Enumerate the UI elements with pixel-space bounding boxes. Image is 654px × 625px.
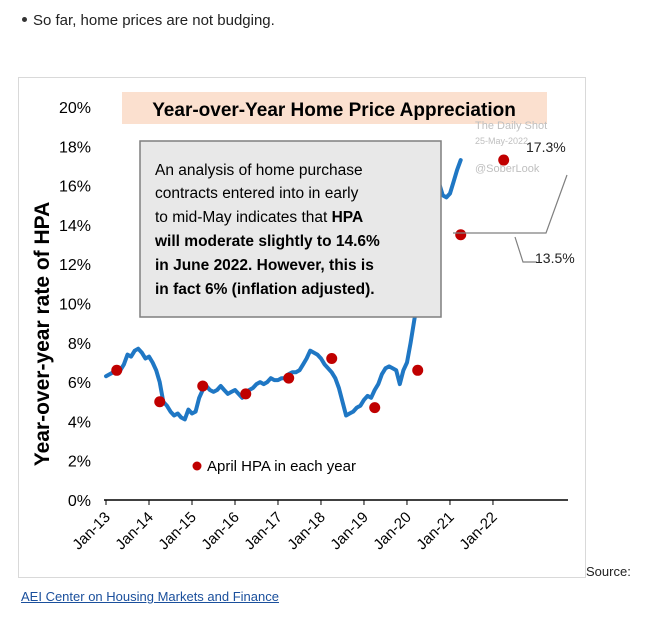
- bullet-text: So far, home prices are not budging.: [22, 12, 275, 29]
- watermark-line-2: 25-May-2022: [475, 136, 528, 146]
- y-tick-label: 2%: [68, 454, 91, 471]
- annotation-box: [139, 140, 442, 318]
- callout-low-label: 13.5%: [535, 250, 575, 266]
- bullet-icon: [22, 16, 27, 22]
- callout-line-high: [453, 174, 568, 234]
- annotation-line-3: to mid-May indicates that HPA: [155, 209, 363, 226]
- april-marker: [154, 396, 166, 408]
- annotation-line-3-bold: HPA: [332, 209, 364, 226]
- chart-frame: 0% 2% 4% 6% 8% 10% 12% 14% 16% 18% 20% Jan-13 Jan-14…: [18, 77, 586, 578]
- y-tick-label: 6%: [68, 375, 91, 392]
- callout-high-label: 17.3%: [526, 139, 566, 155]
- y-tick-label: 4%: [68, 414, 91, 431]
- y-tick-label: 8%: [68, 336, 91, 353]
- x-tick-label: Jan-22: [456, 509, 500, 553]
- x-tick-label: Jan-20: [370, 509, 414, 553]
- april-marker: [326, 353, 338, 365]
- watermark-line-3: @SoberLook: [475, 163, 540, 175]
- annotation-text: An analysis of home purchase contracts e…: [154, 162, 380, 298]
- marker-layer: [111, 154, 510, 414]
- y-tick-label: 10%: [59, 297, 91, 314]
- annotation-line-4: will moderate slightly to 14.6%: [154, 233, 380, 250]
- hpa-chart: 0% 2% 4% 6% 8% 10% 12% 14% 16% 18% 20% Jan-13Jan-14…: [31, 92, 575, 553]
- y-tick-label: 20%: [59, 100, 91, 117]
- x-tick-label: Jan-15: [155, 509, 199, 553]
- y-tick-label: 14%: [59, 218, 91, 235]
- april-marker: [455, 229, 467, 241]
- annotation-line-6: in fact 6% (inflation adjusted).: [155, 281, 375, 298]
- april-marker: [283, 372, 295, 384]
- source-label: Source:: [586, 564, 631, 579]
- april-marker: [412, 364, 424, 376]
- y-tick-label: 18%: [59, 139, 91, 156]
- x-tick-label: Jan-14: [112, 509, 156, 553]
- april-marker: [197, 380, 209, 392]
- x-tick-label: Jan-18: [284, 509, 328, 553]
- x-tick-label: Jan-13: [69, 509, 113, 553]
- intro-text: So far, home prices are not budging.: [33, 12, 275, 29]
- y-tick-label: 0%: [68, 493, 91, 510]
- x-tick-label: Jan-17: [241, 509, 285, 553]
- callout-line-low: [514, 236, 537, 263]
- annotation-line-1: An analysis of home purchase: [155, 162, 363, 179]
- y-axis-label: Year-over-year rate of HPA: [31, 202, 54, 467]
- y-tick-label: 12%: [59, 257, 91, 274]
- legend-label: April HPA in each year: [207, 458, 356, 475]
- x-tick-label: Jan-16: [198, 509, 242, 553]
- source-link[interactable]: AEI Center on Housing Markets and Financ…: [21, 589, 279, 604]
- legend-marker-icon: [192, 461, 202, 471]
- april-marker: [111, 364, 123, 376]
- chart-title: Year-over-Year Home Price Appreciation: [152, 100, 516, 121]
- y-tick-label: 16%: [59, 179, 91, 196]
- april-marker: [240, 388, 252, 400]
- annotation-line-5: in June 2022. However, this is: [155, 257, 374, 274]
- annotation-line-2: contracts entered into in early: [155, 185, 359, 202]
- chart-title-bg: [122, 92, 547, 124]
- x-tick-label: Jan-19: [327, 509, 371, 553]
- april-marker: [498, 154, 510, 166]
- watermark-line-1: The Daily Shot: [475, 120, 547, 132]
- x-tick-label: Jan-21: [413, 509, 457, 553]
- april-marker: [369, 402, 381, 414]
- annotation-line-3-plain: to mid-May indicates that: [155, 209, 332, 226]
